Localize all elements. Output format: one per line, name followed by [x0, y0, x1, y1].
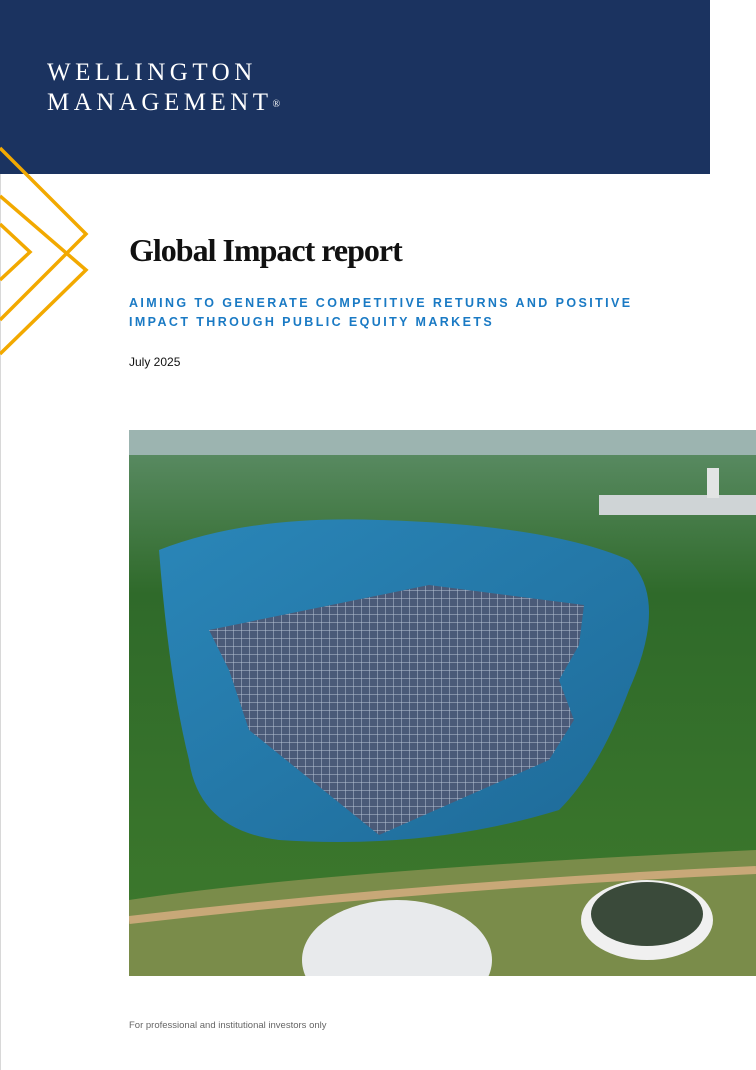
chevron-outer — [0, 146, 89, 322]
report-subtitle: AIMING TO GENERATE COMPETITIVE RETURNS A… — [129, 294, 632, 332]
logo-line-1: WELLINGTON — [47, 59, 257, 86]
footer-disclaimer: For professional and institutional inves… — [129, 1020, 327, 1031]
cover-photo-floating-solar — [129, 430, 756, 976]
registered-mark: ® — [272, 99, 281, 110]
report-date: July 2025 — [129, 355, 181, 369]
page-edge — [0, 0, 1, 1070]
header-band: WELLINGTON MANAGEMENT® — [0, 0, 710, 174]
subtitle-line-1: AIMING TO GENERATE COMPETITIVE RETURNS A… — [129, 296, 633, 310]
subtitle-line-2: IMPACT THROUGH PUBLIC EQUITY MARKETS — [129, 315, 495, 329]
wellington-logo: WELLINGTON MANAGEMENT® — [47, 58, 280, 118]
report-title: Global Impact report — [129, 232, 403, 268]
chevron-inner — [0, 222, 33, 282]
chevron-decoration — [0, 146, 89, 356]
chevron-middle — [0, 194, 89, 356]
logo-line-2: MANAGEMENT — [47, 89, 273, 116]
